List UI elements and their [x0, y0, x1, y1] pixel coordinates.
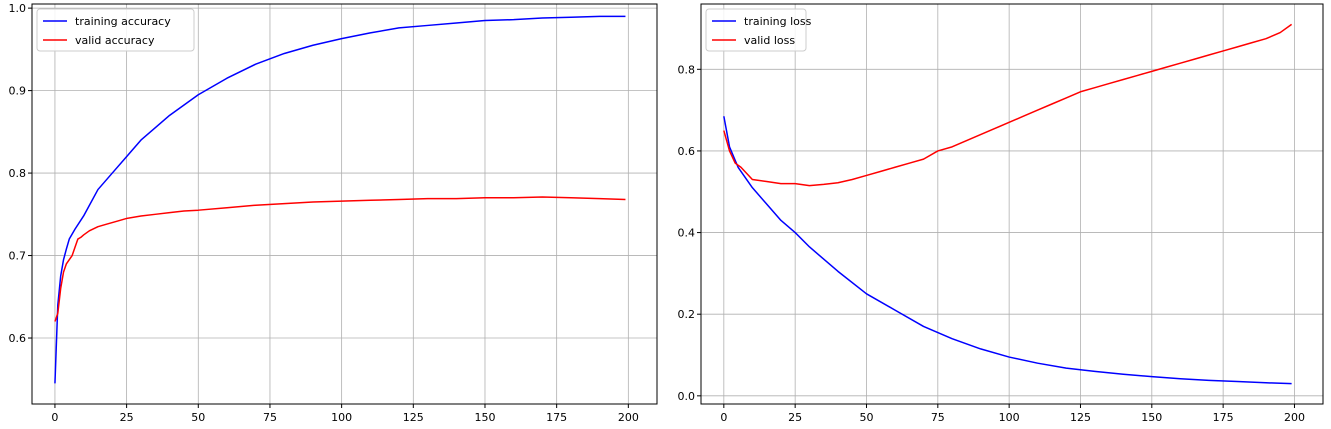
legend-label: training loss [744, 15, 812, 28]
x-tick-label: 0 [720, 411, 727, 424]
x-tick-label: 200 [618, 411, 639, 424]
y-tick-label: 1.0 [9, 2, 27, 15]
x-tick-label: 25 [120, 411, 134, 424]
series-line-valid-accuracy [54, 196, 626, 322]
x-tick-label: 75 [263, 411, 277, 424]
x-tick-label: 100 [331, 411, 352, 424]
x-tick-label: 200 [1284, 411, 1305, 424]
x-tick-label: 25 [788, 411, 802, 424]
x-tick-label: 125 [1070, 411, 1091, 424]
legend: training accuracy valid accuracy [36, 8, 195, 52]
y-tick-label: 0.8 [9, 167, 27, 180]
series-line-training-accuracy [54, 15, 626, 384]
y-tick-label: 0.9 [9, 85, 27, 98]
legend-label: valid accuracy [75, 34, 155, 47]
x-tick-label: 125 [403, 411, 424, 424]
x-tick-label: 50 [191, 411, 205, 424]
y-tick-label: 0.0 [678, 390, 696, 403]
x-tick-label: 150 [474, 411, 495, 424]
series-line-training-loss [723, 116, 1292, 385]
axes-frame [700, 3, 1324, 405]
legend: training loss valid loss [705, 8, 812, 52]
x-tick-label: 0 [51, 411, 58, 424]
legend-label: valid loss [744, 34, 795, 47]
series-line-valid-loss [723, 23, 1293, 187]
y-tick-label: 0.2 [678, 308, 696, 321]
legend-box [36, 8, 195, 52]
x-tick-label: 75 [931, 411, 945, 424]
x-tick-label: 50 [859, 411, 873, 424]
axes-frame [31, 3, 658, 405]
y-tick-label: 0.6 [678, 145, 696, 158]
loss-chart: 0 25 50 75 100 125 150 175 200 0.0 0.2 0.4 0.6 0.8 tra… [678, 3, 1324, 424]
accuracy-chart: 0 25 50 75 100 125 150 175 200 0.6 0.7 0.8 0.9 1.0 tra… [9, 2, 658, 424]
legend-label: training accuracy [75, 15, 171, 28]
x-tick-label: 150 [1141, 411, 1162, 424]
y-tick-label: 0.7 [9, 250, 27, 263]
x-tick-label: 100 [999, 411, 1020, 424]
x-tick-label: 175 [546, 411, 567, 424]
y-tick-label: 0.8 [678, 63, 696, 76]
y-tick-label: 0.4 [678, 227, 696, 240]
y-tick-label: 0.6 [9, 332, 27, 345]
x-tick-label: 175 [1213, 411, 1234, 424]
